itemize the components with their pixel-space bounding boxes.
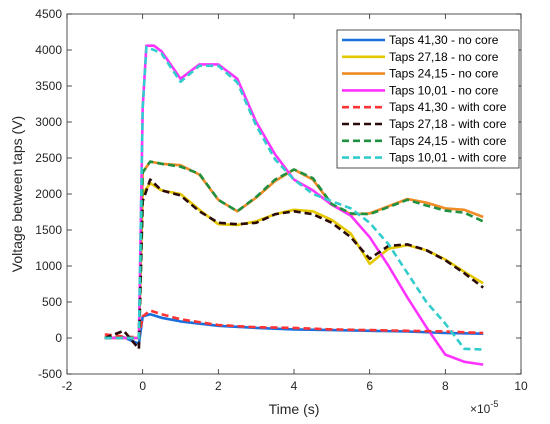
y-tick-label: 500 [42, 295, 62, 309]
axis-ticks: -2 0 2 4 6 8 10 -500 0 500 1000 1500 2000 2500 3000 350… [35, 7, 528, 393]
legend-entry: Taps 10,01 - with core [389, 151, 507, 165]
series-line [104, 44, 484, 366]
x-tick-label: 2 [215, 379, 222, 393]
x-exponent-base: ×10 [470, 402, 491, 416]
legend-box [336, 29, 520, 169]
y-tick-label: 1000 [35, 259, 62, 273]
y-tick-label: 4000 [35, 43, 62, 57]
legend-entry: Taps 41,30 - no core [389, 33, 499, 47]
y-axis-label: Voltage between taps (V) [9, 116, 25, 272]
x-tick-label: 8 [442, 379, 449, 393]
y-tick-label: 1500 [35, 223, 62, 237]
x-tick-label: 6 [366, 379, 373, 393]
legend: Taps 41,30 - no core Taps 27,18 - no core… [336, 29, 520, 169]
x-tick-label: 4 [291, 379, 298, 393]
series-layer [104, 44, 484, 366]
y-tick-label: 4500 [35, 7, 62, 21]
series-line [104, 178, 484, 351]
y-tick-label: -500 [38, 367, 62, 381]
x-tick-label: 0 [139, 379, 146, 393]
y-tick-label: 3000 [35, 115, 62, 129]
x-tick-label: 10 [514, 379, 528, 393]
y-tick-label: 2000 [35, 187, 62, 201]
series-line [104, 309, 484, 339]
x-axis-exponent: ×10-5 [470, 399, 498, 416]
x-exponent-power: -5 [490, 399, 498, 409]
legend-entry: Taps 27,18 - no core [389, 50, 499, 64]
legend-entry: Taps 24,15 - no core [389, 67, 499, 81]
legend-entry: Taps 27,18 - with core [389, 117, 507, 131]
x-axis-label: Time (s) [269, 401, 320, 417]
y-tick-label: 3500 [35, 79, 62, 93]
series-line [104, 160, 484, 340]
y-tick-label: 0 [55, 331, 62, 345]
x-tick-label: -2 [62, 379, 73, 393]
legend-entry: Taps 24,15 - with core [389, 134, 507, 148]
y-tick-label: 2500 [35, 151, 62, 165]
legend-entry: Taps 41,30 - with core [389, 100, 507, 114]
legend-entry: Taps 10,01 - no core [389, 83, 499, 97]
series-line [104, 45, 484, 351]
